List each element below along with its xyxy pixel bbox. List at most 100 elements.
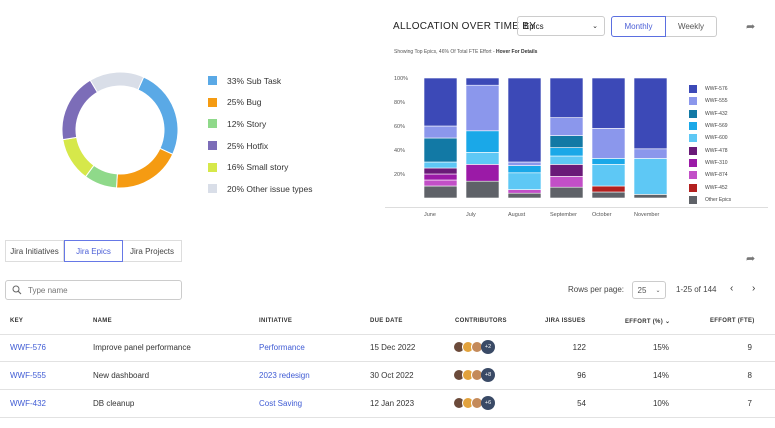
- legend-item: WWF-310: [689, 157, 731, 169]
- bar-segment[interactable]: [549, 176, 584, 188]
- x-tick-label: November: [634, 212, 660, 218]
- previous-page-button[interactable]: ‹: [730, 283, 734, 294]
- weekly-toggle[interactable]: Weekly: [666, 16, 717, 37]
- bar-segment[interactable]: [423, 167, 458, 175]
- rows-per-page-label: Rows per page:: [568, 285, 625, 294]
- header-jira-issues[interactable]: JIRA ISSUES: [545, 318, 586, 324]
- legend-item: WWF-600: [689, 132, 731, 144]
- contributors-avatars[interactable]: +8: [453, 368, 495, 382]
- contributors-avatars[interactable]: +2: [453, 340, 495, 354]
- legend-item: WWF-478: [689, 144, 731, 156]
- search-input[interactable]: [28, 285, 168, 295]
- effort-percent: 10%: [652, 399, 669, 408]
- bar-segment[interactable]: [423, 173, 458, 181]
- bar-segment[interactable]: [423, 125, 458, 139]
- epic-key-link[interactable]: WWF-555: [10, 371, 46, 380]
- tab-jira-projects[interactable]: Jira Projects: [123, 240, 182, 262]
- monthly-toggle[interactable]: Monthly: [611, 16, 666, 37]
- bar-segment[interactable]: [591, 164, 626, 187]
- bar-segment[interactable]: [591, 128, 626, 159]
- bar-segment[interactable]: [423, 179, 458, 187]
- initiative-link[interactable]: Performance: [259, 343, 305, 352]
- bar-segment[interactable]: [549, 155, 584, 165]
- bar-segment[interactable]: [423, 77, 458, 127]
- due-date: 15 Dec 2022: [370, 343, 416, 352]
- legend-item: 12% Story: [208, 113, 313, 135]
- bar-segment[interactable]: [507, 77, 542, 163]
- bar-segment[interactable]: [633, 148, 668, 159]
- bar-segment[interactable]: [633, 194, 668, 199]
- rows-per-page-select[interactable]: 25 ⌄: [632, 281, 666, 299]
- more-contributors-badge[interactable]: +2: [481, 340, 495, 354]
- bar-segment[interactable]: [549, 186, 584, 199]
- next-page-button[interactable]: ›: [752, 283, 756, 294]
- more-contributors-badge[interactable]: +8: [481, 368, 495, 382]
- bar-segment[interactable]: [507, 161, 542, 166]
- bar-segment[interactable]: [465, 77, 500, 86]
- epic-key-link[interactable]: WWF-576: [10, 343, 46, 352]
- bar-segment[interactable]: [507, 172, 542, 190]
- group-by-select[interactable]: Epics ⌄: [517, 16, 605, 36]
- bar-segment[interactable]: [549, 77, 584, 118]
- row-divider: [0, 361, 775, 362]
- bar-segment[interactable]: [549, 164, 584, 177]
- bar-segment[interactable]: [549, 135, 584, 148]
- legend-label: 12% Story: [227, 118, 267, 129]
- tab-jira-epics[interactable]: Jira Epics: [64, 240, 123, 262]
- issue-type-donut-chart: [61, 71, 179, 189]
- share-table-icon[interactable]: ➦: [746, 253, 756, 265]
- bar-segment[interactable]: [633, 158, 668, 195]
- bar-segment[interactable]: [507, 165, 542, 174]
- allocation-title: ALLOCATION OVER TIME BY: [393, 21, 537, 32]
- donut-slice[interactable]: [115, 147, 174, 189]
- share-icon[interactable]: ➦: [746, 21, 756, 33]
- bar-segment[interactable]: [591, 77, 626, 129]
- bar-segment[interactable]: [423, 137, 458, 163]
- bar-segment[interactable]: [591, 158, 626, 165]
- bar-segment[interactable]: [591, 191, 626, 199]
- header-due-date[interactable]: DUE DATE: [370, 318, 403, 324]
- bar-segment[interactable]: [633, 77, 668, 150]
- y-tick-label: 80%: [394, 100, 405, 106]
- bar-segment[interactable]: [549, 147, 584, 157]
- initiative-link[interactable]: 2023 redesign: [259, 371, 310, 380]
- tab-jira-initiatives[interactable]: Jira Initiatives: [5, 240, 64, 262]
- legend-label: WWF-478: [705, 147, 728, 154]
- header-name[interactable]: NAME: [93, 318, 112, 324]
- header-effort-label: EFFORT (%): [625, 319, 663, 325]
- header-key[interactable]: KEY: [10, 318, 24, 324]
- bar-segment[interactable]: [465, 180, 500, 199]
- due-date: 12 Jan 2023: [370, 399, 415, 408]
- bar-segment[interactable]: [465, 164, 500, 182]
- bar-segment[interactable]: [507, 192, 542, 199]
- view-tabs: Jira Initiatives Jira Epics Jira Project…: [5, 240, 182, 262]
- contributors-avatars[interactable]: +6: [453, 396, 495, 410]
- bar-segment[interactable]: [465, 152, 500, 165]
- y-tick-label: 20%: [394, 172, 405, 178]
- header-contributors[interactable]: CONTRIBUTORS: [455, 318, 507, 324]
- header-effort-percent[interactable]: EFFORT (%) ⌄: [625, 318, 670, 325]
- legend-label: 25% Bug: [227, 97, 262, 108]
- header-effort-fte[interactable]: EFFORT (FTE): [710, 318, 755, 324]
- donut-slice[interactable]: [137, 76, 179, 155]
- bar-segment[interactable]: [423, 161, 458, 169]
- legend-swatch: [208, 184, 217, 194]
- bar-segment[interactable]: [507, 189, 542, 194]
- bar-segment[interactable]: [549, 117, 584, 136]
- bar-segment[interactable]: [423, 185, 458, 199]
- bar-segment[interactable]: [591, 185, 626, 193]
- donut-slice[interactable]: [62, 136, 95, 178]
- donut-slice[interactable]: [61, 79, 99, 141]
- epic-key-link[interactable]: WWF-432: [10, 399, 46, 408]
- header-initiative[interactable]: INITIATIVE: [259, 318, 293, 324]
- initiative-link[interactable]: Cost Saving: [259, 399, 303, 408]
- legend-label: 20% Other issue types: [227, 183, 313, 194]
- bar-segment[interactable]: [465, 130, 500, 153]
- effort-percent: 15%: [652, 343, 669, 352]
- legend-swatch: [208, 141, 217, 151]
- donut-slice[interactable]: [89, 71, 145, 93]
- legend-swatch: [208, 119, 217, 129]
- legend-swatch: [208, 162, 217, 172]
- bar-segment[interactable]: [465, 84, 500, 132]
- more-contributors-badge[interactable]: +6: [481, 396, 495, 410]
